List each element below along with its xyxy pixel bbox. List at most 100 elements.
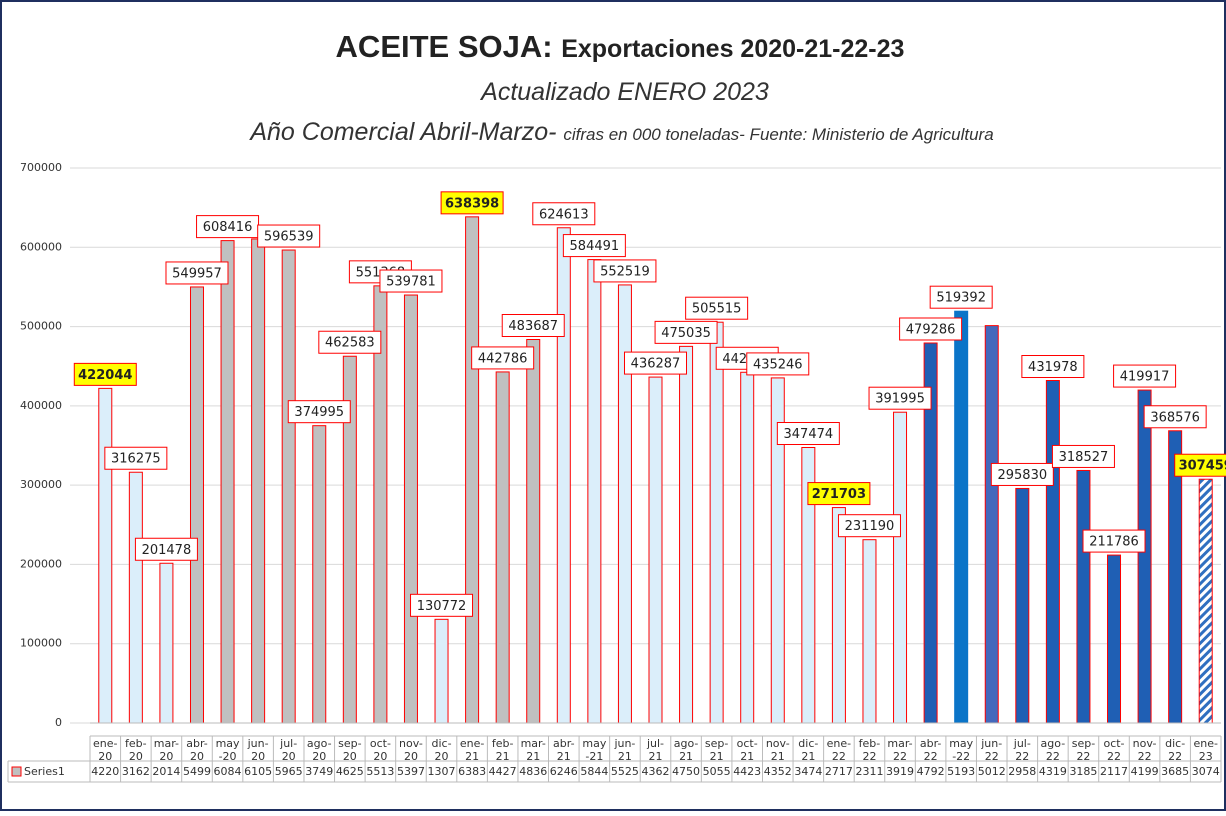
bar <box>495 371 510 724</box>
data-label: 435246 <box>753 357 803 372</box>
table-cell: 3185 <box>1069 765 1097 778</box>
data-label-box <box>257 224 321 248</box>
x-tick-label: oct-20 <box>370 737 391 763</box>
bar <box>954 310 969 724</box>
data-label: 307459 <box>1179 459 1226 474</box>
table-cell: 5965 <box>275 765 303 778</box>
table-cell: 4836 <box>519 765 547 778</box>
data-label-box <box>532 202 596 226</box>
table-cell: 4319 <box>1039 765 1067 778</box>
data-label: 436287 <box>631 357 681 372</box>
data-label-box <box>440 191 504 215</box>
x-tick-label: jul-20 <box>279 737 297 763</box>
data-label: 638398 <box>445 196 499 211</box>
x-tick-label: sep-21 <box>705 737 728 763</box>
title-rest: Exportaciones 2020-21-22-23 <box>561 35 904 63</box>
x-tick-label: feb-21 <box>492 737 514 763</box>
data-label-box <box>318 330 382 354</box>
data-label: 422044 <box>78 368 132 383</box>
x-tick-label: ene-23 <box>1193 737 1218 763</box>
x-tick-label: may -20 <box>216 737 240 763</box>
data-label: 539781 <box>386 275 436 290</box>
table-cell: 6246 <box>550 765 578 778</box>
table-cell: 3162 <box>122 765 150 778</box>
data-label-box <box>1082 529 1146 553</box>
table-cell: 5193 <box>947 765 975 778</box>
data-label-box <box>837 514 901 538</box>
bar <box>740 371 755 724</box>
table-cell: 4792 <box>917 765 945 778</box>
x-tick-label: dic-22 <box>1165 737 1185 763</box>
data-label: 608416 <box>203 220 253 235</box>
table-cell: 3749 <box>305 765 333 778</box>
bar <box>189 286 204 724</box>
table-cell: 2117 <box>1100 765 1128 778</box>
data-label-box <box>776 422 840 446</box>
y-tick-label: 300000 <box>20 478 62 491</box>
bar <box>1015 487 1030 724</box>
data-label: 462583 <box>325 336 375 351</box>
y-tick-label: 0 <box>55 716 62 729</box>
data-label-box <box>471 346 535 370</box>
table-cell: 4750 <box>672 765 700 778</box>
data-label-box <box>807 482 871 506</box>
x-tick-label: mar-20 <box>154 737 179 763</box>
bar <box>648 376 663 724</box>
x-tick-label: ene-22 <box>827 737 852 763</box>
data-label-box <box>1143 405 1207 429</box>
table-cell: 5844 <box>580 765 608 778</box>
data-label: 624613 <box>539 207 589 222</box>
data-label-box <box>593 259 657 283</box>
data-label: 347474 <box>784 427 834 442</box>
bar <box>159 562 174 724</box>
bar <box>1137 389 1152 724</box>
table-cell: 2717 <box>825 765 853 778</box>
table-cell: 5499 <box>183 765 211 778</box>
data-label: 391995 <box>875 392 925 407</box>
x-tick-label: mar-21 <box>521 737 546 763</box>
data-label-box <box>73 362 137 386</box>
data-label: 584491 <box>570 239 620 254</box>
table-cell: 4352 <box>764 765 792 778</box>
data-label: 130772 <box>417 599 467 614</box>
data-label-box <box>165 261 229 285</box>
x-tick-label: sep-20 <box>338 737 361 763</box>
y-tick-label: 500000 <box>20 320 62 333</box>
bar <box>1198 478 1213 724</box>
title-main: ACEITE SOJA: <box>336 29 553 64</box>
bar <box>556 227 571 724</box>
data-label: 271703 <box>812 487 866 502</box>
subtitle: Actualizado ENERO 2023 <box>479 78 769 106</box>
note-main: Año Comercial Abril-Marzo- <box>248 118 556 146</box>
note: Año Comercial Abril-Marzo- cifras en 000… <box>248 118 993 146</box>
data-label: 479286 <box>906 322 956 337</box>
data-label-box <box>562 234 626 258</box>
x-tick-label: ene-20 <box>93 737 118 763</box>
data-label-box <box>1174 453 1226 477</box>
x-tick-label: jul-21 <box>646 737 664 763</box>
x-tick-label: abr-21 <box>553 737 575 763</box>
bar <box>893 411 908 724</box>
table-cell: 3919 <box>886 765 914 778</box>
table-cell: 5012 <box>978 765 1006 778</box>
table-cell: 4427 <box>489 765 517 778</box>
x-tick-label: abr-22 <box>920 737 942 763</box>
data-label-box <box>929 285 993 309</box>
bar <box>251 238 266 724</box>
bar <box>403 294 418 724</box>
bar <box>465 216 480 724</box>
table-cell: 6084 <box>214 765 242 778</box>
data-label: 505515 <box>692 302 742 317</box>
data-label: 419917 <box>1120 370 1170 385</box>
data-label-box <box>1021 355 1085 379</box>
bar <box>709 321 724 724</box>
data-label-box <box>287 400 351 424</box>
table-cell: 5055 <box>703 765 731 778</box>
table-cell: 5525 <box>611 765 639 778</box>
bar <box>312 425 327 724</box>
bar <box>862 539 877 724</box>
x-tick-label: jun-22 <box>980 737 1002 763</box>
bar <box>679 345 694 724</box>
data-label-box <box>746 352 810 376</box>
data-label: 201478 <box>142 543 192 558</box>
